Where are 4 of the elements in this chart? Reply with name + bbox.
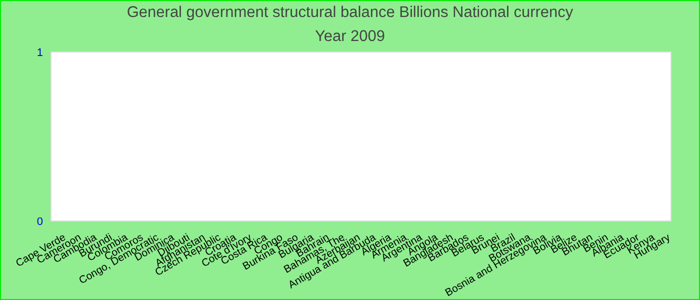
y-tick-label: 1 [36, 46, 43, 59]
chart-subtitle: Year 2009 [314, 28, 386, 46]
y-tick-label: 0 [36, 216, 43, 228]
chart-title: General government structural balance Billions National currency [126, 4, 574, 22]
